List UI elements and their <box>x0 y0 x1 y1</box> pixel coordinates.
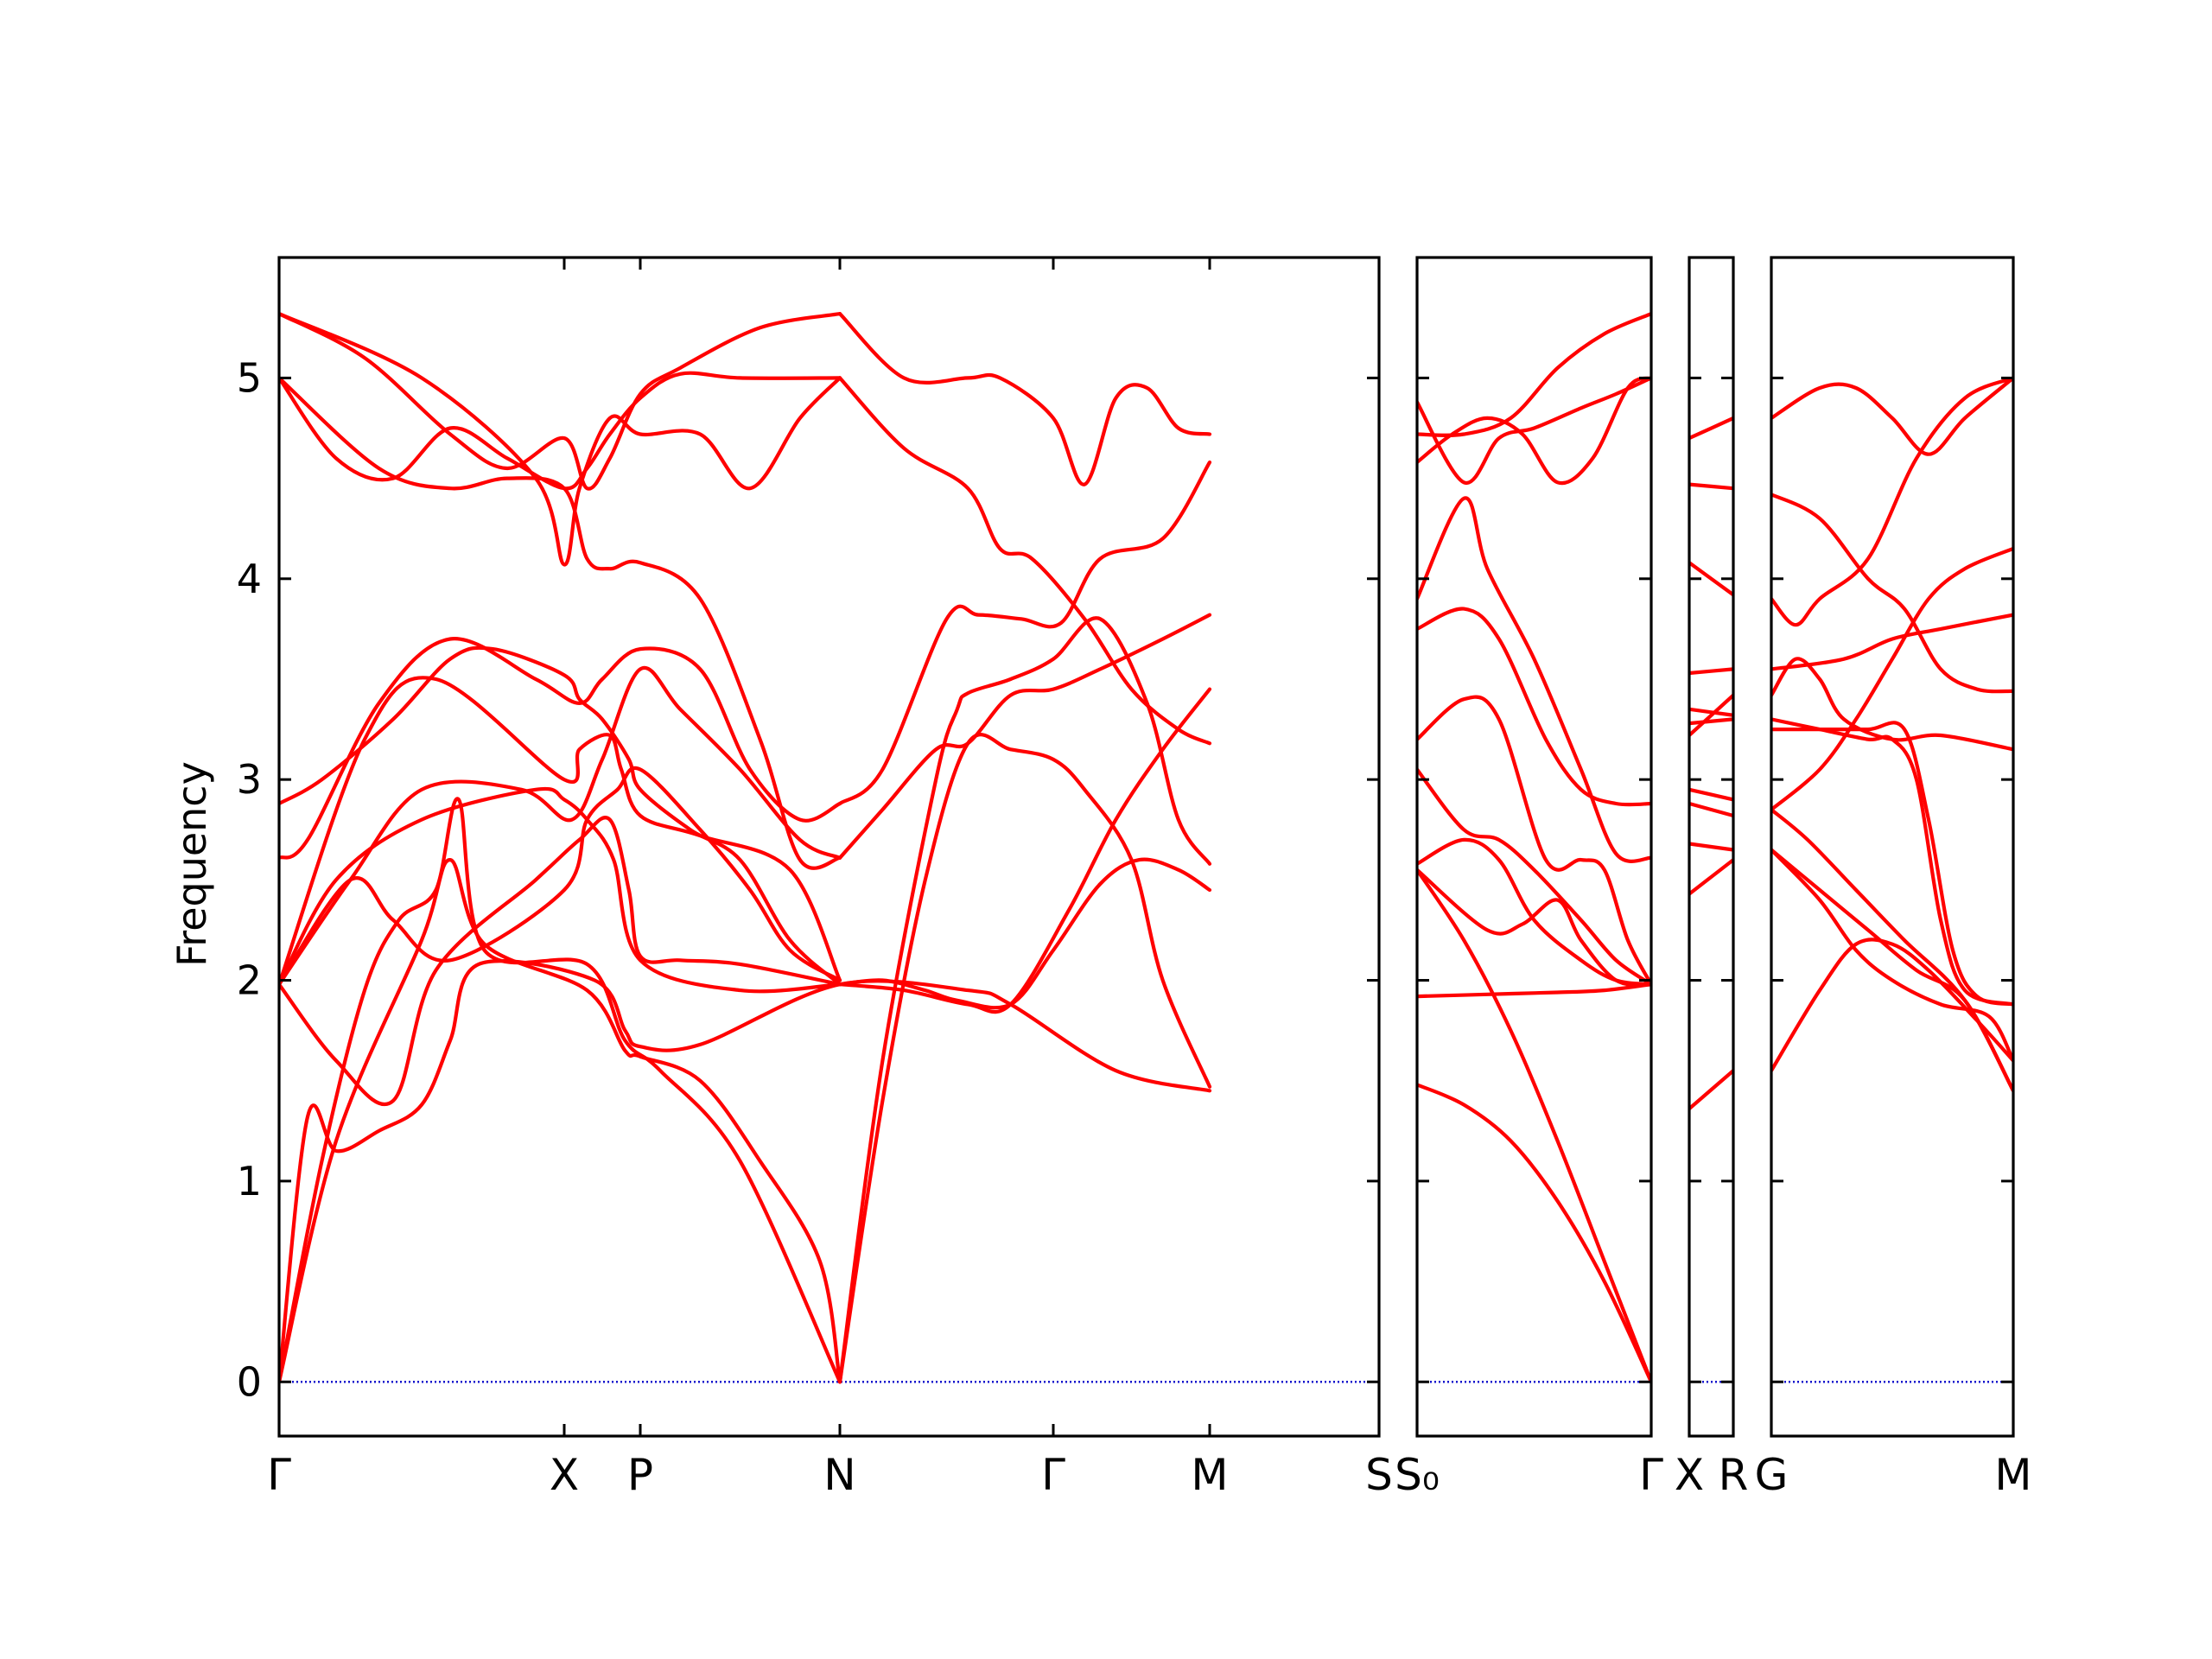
panel-1: S₀ Γ <box>1395 256 1663 1500</box>
band-line-3-3 <box>1771 807 2013 1093</box>
band-line-1-1 <box>1417 868 1651 1384</box>
band-line-0-18 <box>837 613 1212 860</box>
band-line-0-20 <box>837 376 1212 746</box>
band-line-2-8 <box>1689 667 1733 676</box>
band-line-2-6 <box>1689 707 1733 717</box>
band-line-2-4 <box>1689 787 1733 802</box>
band-line-1-6 <box>1417 695 1651 987</box>
band-line-0-16 <box>837 857 1212 1010</box>
x-tick-label: N <box>823 1450 855 1500</box>
band-line-3-9 <box>1771 376 2013 627</box>
band-line-1-8 <box>1417 496 1651 863</box>
band-line-3-6 <box>1771 657 2013 752</box>
x-tick-label: Γ <box>1639 1450 1663 1500</box>
y-axis: 0 1 2 3 4 5 <box>237 354 262 1405</box>
band-line-0-5 <box>279 786 842 994</box>
bands-2 <box>1689 416 1733 1111</box>
band-line-0-15 <box>837 616 1212 1384</box>
panel-frame <box>1770 256 2015 1438</box>
x-tick-label: Γ <box>1041 1450 1065 1500</box>
band-line-0-13 <box>279 312 842 491</box>
band-line-3-10 <box>1771 493 2013 694</box>
band-line-3-5 <box>1771 721 2013 1007</box>
band-line-3-4 <box>1771 717 2013 1007</box>
bands-0 <box>279 312 1212 1384</box>
band-line-0-12 <box>279 312 842 567</box>
band-line-1-9 <box>1417 376 1651 486</box>
band-line-1-5 <box>1417 767 1651 987</box>
x-tick-label: X <box>1675 1450 1704 1500</box>
band-line-2-9 <box>1689 561 1733 597</box>
band-line-1-10 <box>1417 376 1651 485</box>
band-line-0-4 <box>279 766 842 987</box>
band-line-1-7 <box>1417 607 1651 807</box>
x-tick-label: Γ <box>267 1450 291 1500</box>
panel-frame <box>1415 256 1653 1438</box>
plot-panels: Γ X P N Γ M S S₀ Γ X R G M <box>267 256 2032 1500</box>
x-tick-label: X <box>550 1450 579 1500</box>
band-line-2-2 <box>1689 842 1733 852</box>
band-line-1-0 <box>1417 1083 1651 1384</box>
band-line-0-19 <box>837 460 1212 806</box>
band-line-0-11 <box>279 376 842 870</box>
band-line-0-6 <box>279 665 842 987</box>
y-tick-label: 2 <box>237 957 262 1004</box>
band-line-1-3 <box>1417 868 1651 987</box>
band-line-3-7 <box>1771 546 2013 812</box>
band-line-3-1 <box>1771 848 2013 1063</box>
band-line-2-11 <box>1689 416 1733 441</box>
x-tick-label: M <box>1994 1450 2031 1500</box>
band-line-3-8 <box>1771 613 2013 671</box>
band-line-0-3 <box>279 816 842 1107</box>
y-tick-label: 1 <box>237 1158 262 1205</box>
band-line-2-7 <box>1689 693 1733 738</box>
band-line-0-2 <box>279 797 842 1384</box>
x-tick-label: R <box>1719 1450 1749 1500</box>
x-tick-label: G <box>1755 1450 1789 1500</box>
band-line-1-4 <box>1417 837 1651 987</box>
band-line-2-5 <box>1689 717 1733 726</box>
y-tick-label: 4 <box>237 556 262 602</box>
band-line-0-9 <box>279 676 842 987</box>
band-line-0-8 <box>279 645 842 987</box>
band-line-0-17 <box>837 687 1212 1014</box>
band-line-2-0 <box>1689 1069 1733 1111</box>
panel-frame <box>277 256 1381 1438</box>
y-tick-label: 5 <box>237 354 262 401</box>
band-line-2-10 <box>1689 482 1733 491</box>
x-tick-label: M <box>1191 1450 1228 1500</box>
x-tick-label: S₀ <box>1395 1450 1440 1500</box>
band-line-1-11 <box>1417 312 1651 437</box>
y-tick-label: 0 <box>237 1358 262 1405</box>
band-line-0-1 <box>279 858 842 1384</box>
band-line-0-7 <box>279 637 842 860</box>
band-line-2-3 <box>1689 801 1733 818</box>
y-axis-label: Frequency <box>168 761 215 967</box>
band-line-3-11 <box>1771 376 2013 456</box>
x-tick-label: P <box>627 1450 653 1500</box>
panel-frame <box>1688 256 1735 1438</box>
x-tick-label: S <box>1365 1450 1393 1500</box>
band-line-2-1 <box>1689 858 1733 896</box>
band-line-0-10 <box>279 371 842 491</box>
bands-3 <box>1771 376 2013 1093</box>
y-tick-label: 3 <box>237 756 262 803</box>
bands-1 <box>1417 312 1651 1384</box>
band-line-0-14 <box>837 733 1212 1384</box>
band-line-0-21 <box>837 312 1212 486</box>
band-line-1-2 <box>1417 982 1651 999</box>
band-line-3-0 <box>1771 938 2013 1073</box>
